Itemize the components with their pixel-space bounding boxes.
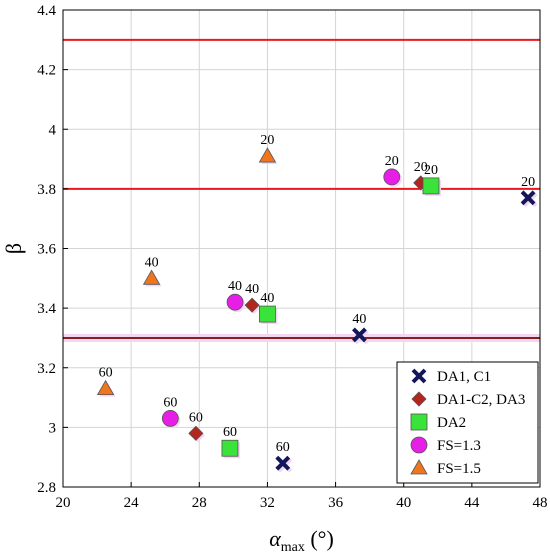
y-tick-label: 3.4	[37, 301, 56, 317]
marker-circle	[226, 293, 244, 311]
legend-label: DA1-C2, DA3	[437, 392, 525, 408]
y-tick-label: 4.4	[37, 3, 56, 19]
marker-circle	[383, 168, 401, 186]
legend-label: FS=1.3	[437, 438, 481, 454]
x-tick-label: 36	[328, 495, 344, 511]
x-tick-label: 48	[533, 495, 548, 511]
data-label: 60	[99, 366, 113, 381]
data-point	[244, 297, 262, 315]
data-point	[383, 168, 402, 187]
data-point	[142, 269, 162, 287]
data-label: 20	[414, 160, 428, 175]
marker-triangle	[410, 459, 428, 475]
data-label: 20	[385, 154, 399, 169]
legend-item: DA1, C1	[411, 368, 491, 385]
data-label: 40	[245, 282, 259, 297]
data-label: 40	[228, 279, 242, 294]
marker-circle	[410, 436, 428, 454]
y-tick-label: 4	[49, 122, 57, 138]
data-label: 20	[521, 175, 535, 190]
legend-label: DA2	[437, 415, 466, 431]
data-label: 20	[424, 163, 438, 178]
data-point	[259, 305, 278, 325]
marker-x-stroke	[352, 327, 367, 343]
data-point	[352, 327, 369, 345]
x-tick-label: 32	[260, 495, 275, 511]
legend-label: DA1, C1	[437, 369, 491, 385]
marker-square	[221, 439, 239, 457]
marker-x	[411, 368, 427, 384]
axis-titles: αmax (°) β	[1, 243, 334, 554]
y-tick-label: 4.2	[37, 63, 56, 79]
data-label: 60	[276, 440, 290, 455]
marker-triangle	[258, 147, 277, 163]
marker-x-stroke	[275, 455, 291, 471]
x-tick-label: 44	[464, 495, 480, 511]
data-markers: 20 40 60 20 40 60 20 40 60 20 40 60 20 40 60	[96, 133, 538, 473]
legend-item: FS=1.3	[410, 436, 481, 454]
x-tick-label: 20	[56, 495, 71, 511]
data-label: 60	[163, 395, 177, 410]
marker-triangle	[96, 379, 115, 396]
data-point	[96, 379, 116, 397]
x-axis-title-unit: (°)	[305, 526, 334, 551]
marker-diamond	[244, 297, 260, 313]
legend-item: FS=1.5	[410, 459, 481, 477]
data-point	[258, 147, 278, 165]
marker-triangle	[142, 269, 161, 285]
x-axis-title: αmax (°)	[269, 526, 334, 554]
legend: DA1, C1 DA1-C2, DA3 DA2 FS=1.3 FS=1.5	[396, 361, 539, 484]
marker-diamond	[188, 425, 204, 441]
x-tick-label: 40	[396, 495, 411, 511]
data-point	[188, 425, 205, 443]
data-label: 40	[260, 291, 274, 306]
marker-circle	[161, 410, 179, 427]
legend-item: DA2	[410, 413, 466, 431]
data-point	[161, 410, 181, 429]
marker-diamond	[411, 391, 427, 407]
x-axis-title-symbol: α	[269, 526, 281, 551]
x-tick-label: 24	[124, 495, 140, 511]
legend-item: DA1-C2, DA3	[411, 391, 525, 408]
marker-square	[422, 177, 440, 195]
x-tick-label: 28	[192, 495, 207, 511]
data-label: 40	[352, 312, 366, 327]
y-tick-label: 3	[49, 420, 57, 436]
y-tick-label: 2.8	[37, 480, 56, 496]
data-label: 20	[260, 133, 274, 148]
y-axis-title: β	[1, 243, 26, 254]
axis-ticks: 20 24 28 32 36 40 44 48 2.8 3 3.2 3.4 3.6 3.8 4 4.2 4.4	[37, 3, 547, 511]
data-point	[275, 455, 293, 473]
data-point	[226, 293, 246, 313]
x-axis-title-subscript: max	[281, 540, 305, 554]
marker-square	[410, 413, 428, 431]
marker-x	[275, 455, 291, 471]
data-label: 60	[223, 425, 237, 440]
y-tick-label: 3.2	[37, 361, 56, 377]
data-point	[221, 439, 240, 459]
marker-x-stroke	[520, 190, 536, 206]
marker-square	[259, 305, 276, 323]
data-point	[422, 177, 441, 196]
marker-x	[352, 327, 367, 343]
legend-label: FS=1.5	[437, 461, 481, 477]
marker-x	[520, 190, 536, 206]
data-label: 40	[145, 255, 159, 270]
y-tick-label: 3.8	[37, 182, 56, 198]
data-label: 60	[189, 410, 203, 425]
reference-lines	[63, 38, 540, 342]
marker-x-stroke	[411, 368, 427, 384]
data-point	[520, 190, 538, 208]
y-tick-label: 3.6	[37, 242, 56, 258]
